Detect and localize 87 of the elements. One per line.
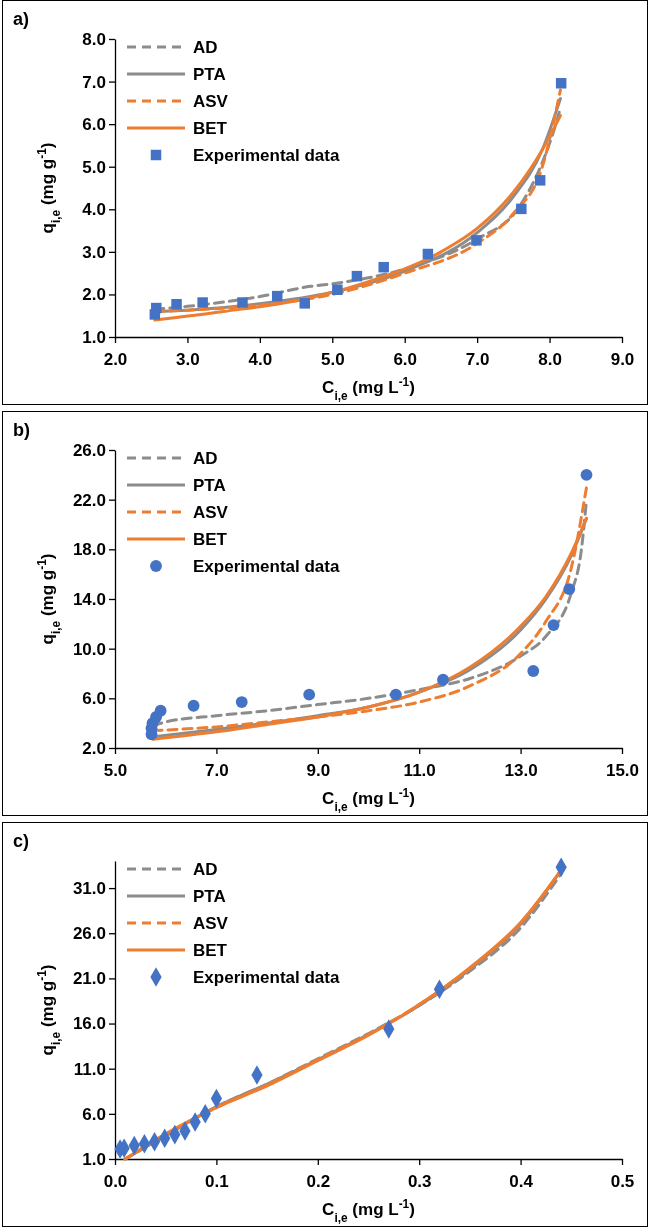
x-tick-label: 13.0 <box>504 760 538 780</box>
y-tick-label: 18.0 <box>72 540 106 560</box>
legend-label: BET <box>193 530 228 549</box>
point <box>303 688 316 701</box>
y-tick-label: 6.0 <box>82 1104 106 1124</box>
point <box>547 619 560 631</box>
legend-label: BET <box>193 941 228 960</box>
y-tick-label: 11.0 <box>73 1059 106 1079</box>
y-tick-label: 16.0 <box>72 1014 106 1034</box>
x-axis-title: C$_{i,e}$ (mg L$^{-1}$) <box>322 786 415 814</box>
point <box>299 298 311 309</box>
x-tick-label: 11.0 <box>403 760 436 780</box>
point <box>351 270 363 282</box>
y-tick-label: 10.0 <box>72 639 106 659</box>
point <box>149 309 161 320</box>
y-tick-label: 6.0 <box>82 115 106 135</box>
y-tick-label: 3.0 <box>82 242 106 262</box>
point <box>437 673 449 686</box>
legend-label: ASV <box>193 92 229 111</box>
x-tick-label: 0.5 <box>610 1171 635 1191</box>
point <box>422 248 434 260</box>
point <box>516 203 527 215</box>
x-tick-label: 0.0 <box>103 1171 128 1191</box>
x-tick-label: 2.0 <box>103 349 128 369</box>
x-tick-label: 5.0 <box>103 760 128 780</box>
legend-label: AD <box>193 38 218 57</box>
x-tick-label: 6.0 <box>393 349 418 369</box>
x-tick-label: 0.2 <box>306 1171 331 1191</box>
point <box>378 261 389 273</box>
point <box>197 297 208 308</box>
legend-label: PTA <box>193 476 226 495</box>
y-tick-label: 4.0 <box>82 200 106 220</box>
x-tick-label: 4.0 <box>248 349 273 369</box>
y-tick-label: 1.0 <box>82 1149 106 1169</box>
legend-label: PTA <box>193 887 226 906</box>
x-tick-label: 5.0 <box>320 349 345 369</box>
point <box>527 665 540 677</box>
y-tick-label: 21.0 <box>72 969 106 989</box>
y-tick-label: 2.0 <box>82 738 106 758</box>
legend-label: ASV <box>193 503 229 522</box>
point <box>563 583 576 595</box>
legend-label: AD <box>193 449 218 468</box>
x-axis-title: C$_{i,e}$ (mg L$^{-1}$) <box>322 375 415 403</box>
y-tick-label: 8.0 <box>82 29 106 49</box>
chart-title: c) <box>13 831 30 851</box>
point <box>580 468 593 481</box>
point <box>471 235 482 246</box>
x-tick-label: 7.0 <box>465 349 490 369</box>
point <box>332 284 343 295</box>
chart-title: b) <box>13 420 30 440</box>
x-axis-title: C$_{i,e}$ (mg L$^{-1}$) <box>322 1197 415 1225</box>
x-tick-label: 0.3 <box>407 1171 432 1191</box>
x-tick-label: 3.0 <box>176 349 200 369</box>
point <box>154 704 167 717</box>
point <box>555 78 567 89</box>
point <box>534 175 546 186</box>
x-tick-label: 9.0 <box>610 349 635 369</box>
legend-label: AD <box>193 860 218 879</box>
y-tick-label: 6.0 <box>82 689 106 709</box>
y-tick-label: 14.0 <box>72 589 106 609</box>
chart-title: a) <box>13 9 30 29</box>
legend-label: PTA <box>193 65 226 84</box>
x-tick-label: 0.4 <box>509 1171 534 1191</box>
legend-label: Experimental data <box>193 557 340 576</box>
legend-label: ASV <box>193 914 229 933</box>
legend-label: BET <box>193 119 228 138</box>
legend-label: Experimental data <box>193 968 340 987</box>
x-tick-label: 7.0 <box>205 760 229 780</box>
point <box>171 298 182 310</box>
y-tick-label: 2.0 <box>82 285 106 305</box>
x-tick-label: 15.0 <box>605 760 640 780</box>
point <box>389 688 402 701</box>
y-tick-label: 7.0 <box>82 72 106 92</box>
point <box>237 297 248 308</box>
y-tick-label: 5.0 <box>82 157 106 177</box>
point <box>272 290 283 302</box>
x-tick-label: 8.0 <box>538 349 562 369</box>
x-tick-label: 9.0 <box>306 760 331 780</box>
y-tick-label: 26.0 <box>72 440 106 460</box>
legend-label: Experimental data <box>193 146 340 165</box>
y-tick-label: 1.0 <box>82 327 106 347</box>
y-tick-label: 31.0 <box>72 879 106 899</box>
point <box>235 696 248 708</box>
x-tick-label: 0.1 <box>205 1171 229 1191</box>
y-tick-label: 26.0 <box>72 924 106 944</box>
point <box>187 699 200 712</box>
y-tick-label: 22.0 <box>72 490 106 510</box>
